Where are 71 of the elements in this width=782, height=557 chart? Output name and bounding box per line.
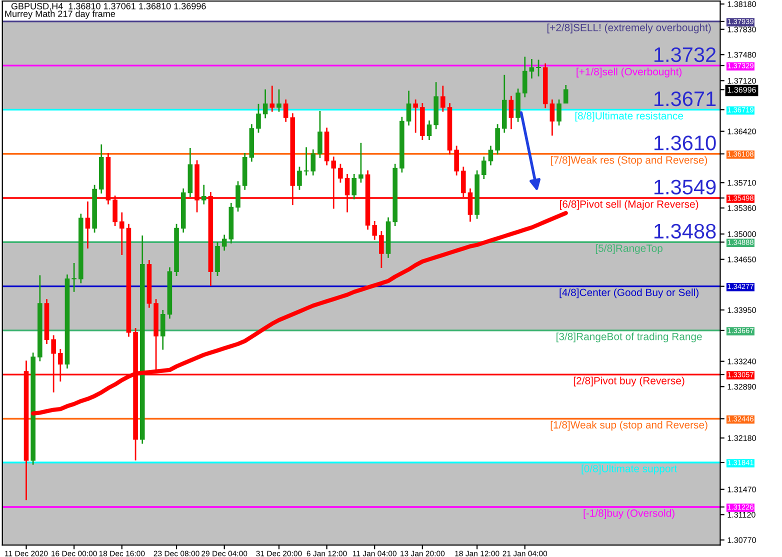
candlestick (85, 200, 90, 250)
y-tick-label: 1.33950 (728, 307, 756, 313)
y-tick-label: 1.38180 (728, 1, 756, 8)
y-tick-label: 1.35000 (728, 231, 756, 238)
candlestick (297, 166, 302, 191)
y-tick-label: 1.37480 (728, 52, 756, 58)
candlestick (413, 98, 418, 134)
y-tick-label: 1.34650 (728, 256, 756, 262)
candlestick (379, 230, 384, 269)
candlestick (310, 148, 316, 176)
candlestick (352, 173, 357, 200)
candlestick (236, 180, 240, 212)
candlestick (522, 56, 528, 98)
candlestick (488, 145, 494, 166)
ref-line-label: [5/8]RangeTop (596, 244, 662, 254)
ref-line-label: [4/8]Center (Good Buy or Sell) (560, 288, 698, 298)
ref-line-label: [-1/8]buy (Oversold) (584, 509, 674, 519)
candlestick (508, 95, 514, 130)
candlestick (72, 262, 76, 293)
candlestick (276, 88, 282, 112)
y-tick-label: 1.37120 (728, 78, 756, 84)
ref-line-label: [8/8]Ultimate resistance (575, 112, 684, 122)
y-tick-label: 1.30770 (728, 537, 756, 543)
candlestick (304, 146, 309, 176)
candlestick (318, 110, 322, 159)
text: Murrey Math 217 day frame (5, 10, 115, 19)
y-tick-label: 1.31120 (728, 512, 756, 518)
candlestick (495, 123, 500, 156)
ref-line-label: [2/8]Pivot buy (Reverse) (574, 376, 684, 386)
y-tick-label: 1.33240 (728, 358, 756, 364)
candlestick (338, 163, 343, 184)
ref-line-label: [7/8]Weak res (Stop and Reverse) (551, 156, 708, 166)
candlestick (262, 88, 268, 119)
candlestick (481, 156, 486, 180)
candlestick (556, 98, 562, 126)
ref-line-label: [6/8]Pivot sell (Major Reverse) (560, 200, 698, 210)
candlestick (440, 85, 446, 112)
y-tick-label: 1.32180 (728, 435, 756, 441)
annotation: 1.3549 (654, 180, 716, 194)
ref-line-label: [3/8]RangeBot of trading Range (556, 332, 702, 342)
y-tick-label: 1.35710 (728, 180, 756, 186)
y-tick-label: 1.36996 (728, 86, 756, 93)
candlestick (119, 212, 124, 256)
candlestick (454, 145, 459, 176)
candlestick (406, 90, 412, 126)
candlestick (372, 220, 377, 240)
candlestick (536, 59, 541, 78)
candlestick (201, 184, 206, 206)
annotation: 1.3732 (654, 47, 716, 62)
ref-line-label: [1/8]Weak sup (stop and Reverse) (550, 420, 708, 431)
candlestick (270, 85, 275, 112)
candlestick (256, 103, 261, 134)
candlestick (283, 98, 288, 123)
annotation: 1.3671 (654, 91, 716, 106)
ref-line-label: [+2/8]SELL! (extremely overbought) (547, 24, 711, 34)
y-tick-label: 1.31470 (728, 486, 756, 492)
annotation: 1.3610 (654, 136, 716, 150)
y-tick-label: 1.32890 (728, 384, 756, 390)
candlestick (426, 120, 432, 141)
y-tick-label: 1.37830 (728, 26, 756, 32)
candlestick (160, 309, 166, 350)
candlestick (550, 98, 555, 136)
candlestick (358, 142, 364, 184)
y-tick-label: 1.35360 (728, 205, 756, 211)
ref-line-label: [0/8]Ultimate support (582, 464, 678, 474)
ref-line-label: [+1/8]sell (Overbought) (576, 68, 682, 78)
candlestick (222, 234, 227, 252)
candlestick (563, 84, 568, 104)
y-tick-label: 1.36420 (728, 128, 756, 134)
chart-title: GBPUSD,H4 1.36810 1.37061 1.36810 1.36996 (11, 2, 206, 10)
annotation: 1.3488 (654, 224, 716, 239)
